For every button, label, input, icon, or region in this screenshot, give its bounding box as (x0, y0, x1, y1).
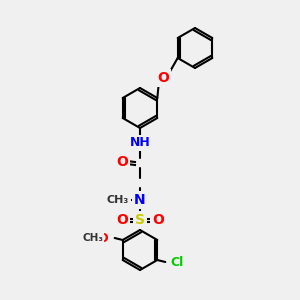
Text: Cl: Cl (171, 256, 184, 268)
Text: CH₃: CH₃ (82, 233, 103, 243)
Text: NH: NH (130, 136, 150, 149)
Text: O: O (152, 213, 164, 227)
Text: CH₃: CH₃ (107, 195, 129, 205)
Text: CH₃: CH₃ (107, 195, 129, 205)
Text: O: O (157, 71, 169, 85)
Text: O: O (116, 213, 128, 227)
Text: O: O (116, 155, 128, 169)
Text: O: O (98, 232, 108, 244)
Text: N: N (134, 193, 146, 207)
Text: S: S (135, 213, 145, 227)
